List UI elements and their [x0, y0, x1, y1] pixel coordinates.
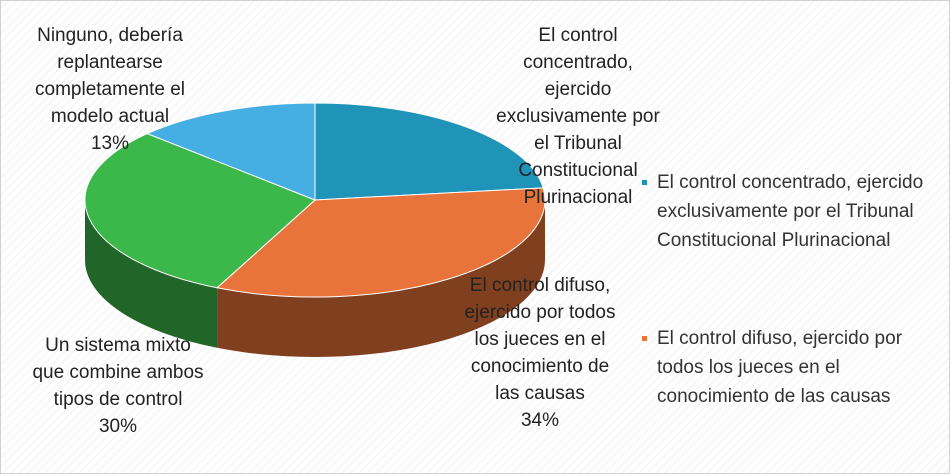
slice — [215, 187, 546, 298]
slice — [146, 102, 316, 201]
legend-marker — [642, 180, 647, 185]
legend-entry: El control difuso, ejercido por todos lo… — [657, 328, 903, 407]
data-label: Un sistema mixto que combine ambos tipos… — [28, 332, 208, 440]
data-label-value: 13% — [90, 133, 130, 154]
data-label: Ninguno, debería replantearse completame… — [25, 22, 195, 157]
data-label-value: 34% — [520, 410, 560, 431]
data-label-category: El control difuso, ejercido por todos lo… — [464, 275, 616, 404]
slice-side — [85, 200, 218, 348]
data-label-value: 30% — [98, 416, 138, 437]
data-label-category: Un sistema mixto que combine ambos tipos… — [32, 335, 204, 410]
slice — [84, 133, 316, 289]
slice — [314, 102, 544, 201]
data-label: El control concentrado, ejercido exclusi… — [493, 22, 663, 211]
data-label-category: Ninguno, debería replantearse completame… — [35, 25, 185, 127]
legend-entry: El control concentrado, ejercido exclusi… — [657, 172, 924, 251]
data-label: El control difuso, ejercido por todos lo… — [458, 272, 623, 434]
pie — [84, 102, 546, 357]
slice-side — [217, 200, 545, 357]
data-label-category: El control concentrado, ejercido exclusi… — [496, 25, 660, 208]
legend-marker — [642, 336, 647, 341]
